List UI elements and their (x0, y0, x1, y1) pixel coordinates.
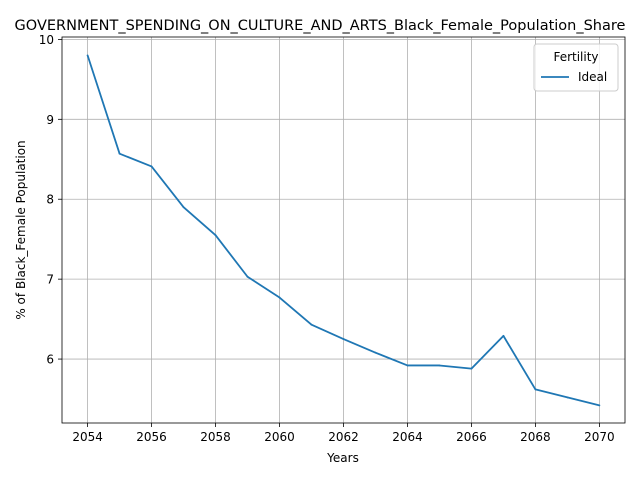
series-layer (86, 54, 601, 407)
x-tick-label: 2068 (520, 430, 551, 444)
data-point (310, 323, 313, 326)
x-axis-label: Years (326, 451, 359, 465)
data-point (534, 388, 537, 391)
data-point (118, 152, 121, 155)
x-tick-label: 2054 (72, 430, 103, 444)
legend-label-ideal: Ideal (578, 70, 607, 84)
grid-lines (62, 37, 625, 423)
data-point (502, 334, 505, 337)
y-tick-label: 10 (39, 33, 54, 47)
x-tick-label: 2058 (200, 430, 231, 444)
data-point (470, 367, 473, 370)
data-point (374, 351, 377, 354)
x-tick-label: 2066 (456, 430, 487, 444)
y-tick-label: 8 (46, 193, 54, 207)
data-point (278, 296, 281, 299)
x-tick-label: 2060 (264, 430, 295, 444)
data-point (182, 206, 185, 209)
y-tick-label: 7 (46, 273, 54, 287)
x-tick-label: 2062 (328, 430, 359, 444)
chart-title: GOVERNMENT_SPENDING_ON_CULTURE_AND_ARTS_… (15, 18, 626, 34)
x-tick-label: 2056 (136, 430, 167, 444)
y-axis-label: % of Black_Female Population (14, 140, 28, 319)
data-point (342, 338, 345, 340)
x-axis: 2054 2056 2058 2060 2062 2064 2066 2068 2070 (72, 423, 615, 444)
data-point (214, 234, 217, 237)
data-point (598, 404, 601, 407)
legend: Fertility Ideal (533, 43, 619, 92)
x-tick-label: 2064 (392, 430, 423, 444)
data-point (150, 165, 153, 168)
legend-box (533, 43, 619, 92)
data-point (406, 364, 409, 367)
data-point (438, 364, 441, 367)
data-point (246, 275, 249, 278)
y-axis: 6 7 8 9 10 (39, 33, 62, 367)
y-tick-label: 9 (46, 113, 54, 127)
x-tick-label: 2070 (584, 430, 615, 444)
data-point (566, 396, 569, 399)
y-tick-label: 6 (46, 353, 54, 367)
data-point (86, 54, 89, 57)
legend-title: Fertility (553, 50, 598, 64)
